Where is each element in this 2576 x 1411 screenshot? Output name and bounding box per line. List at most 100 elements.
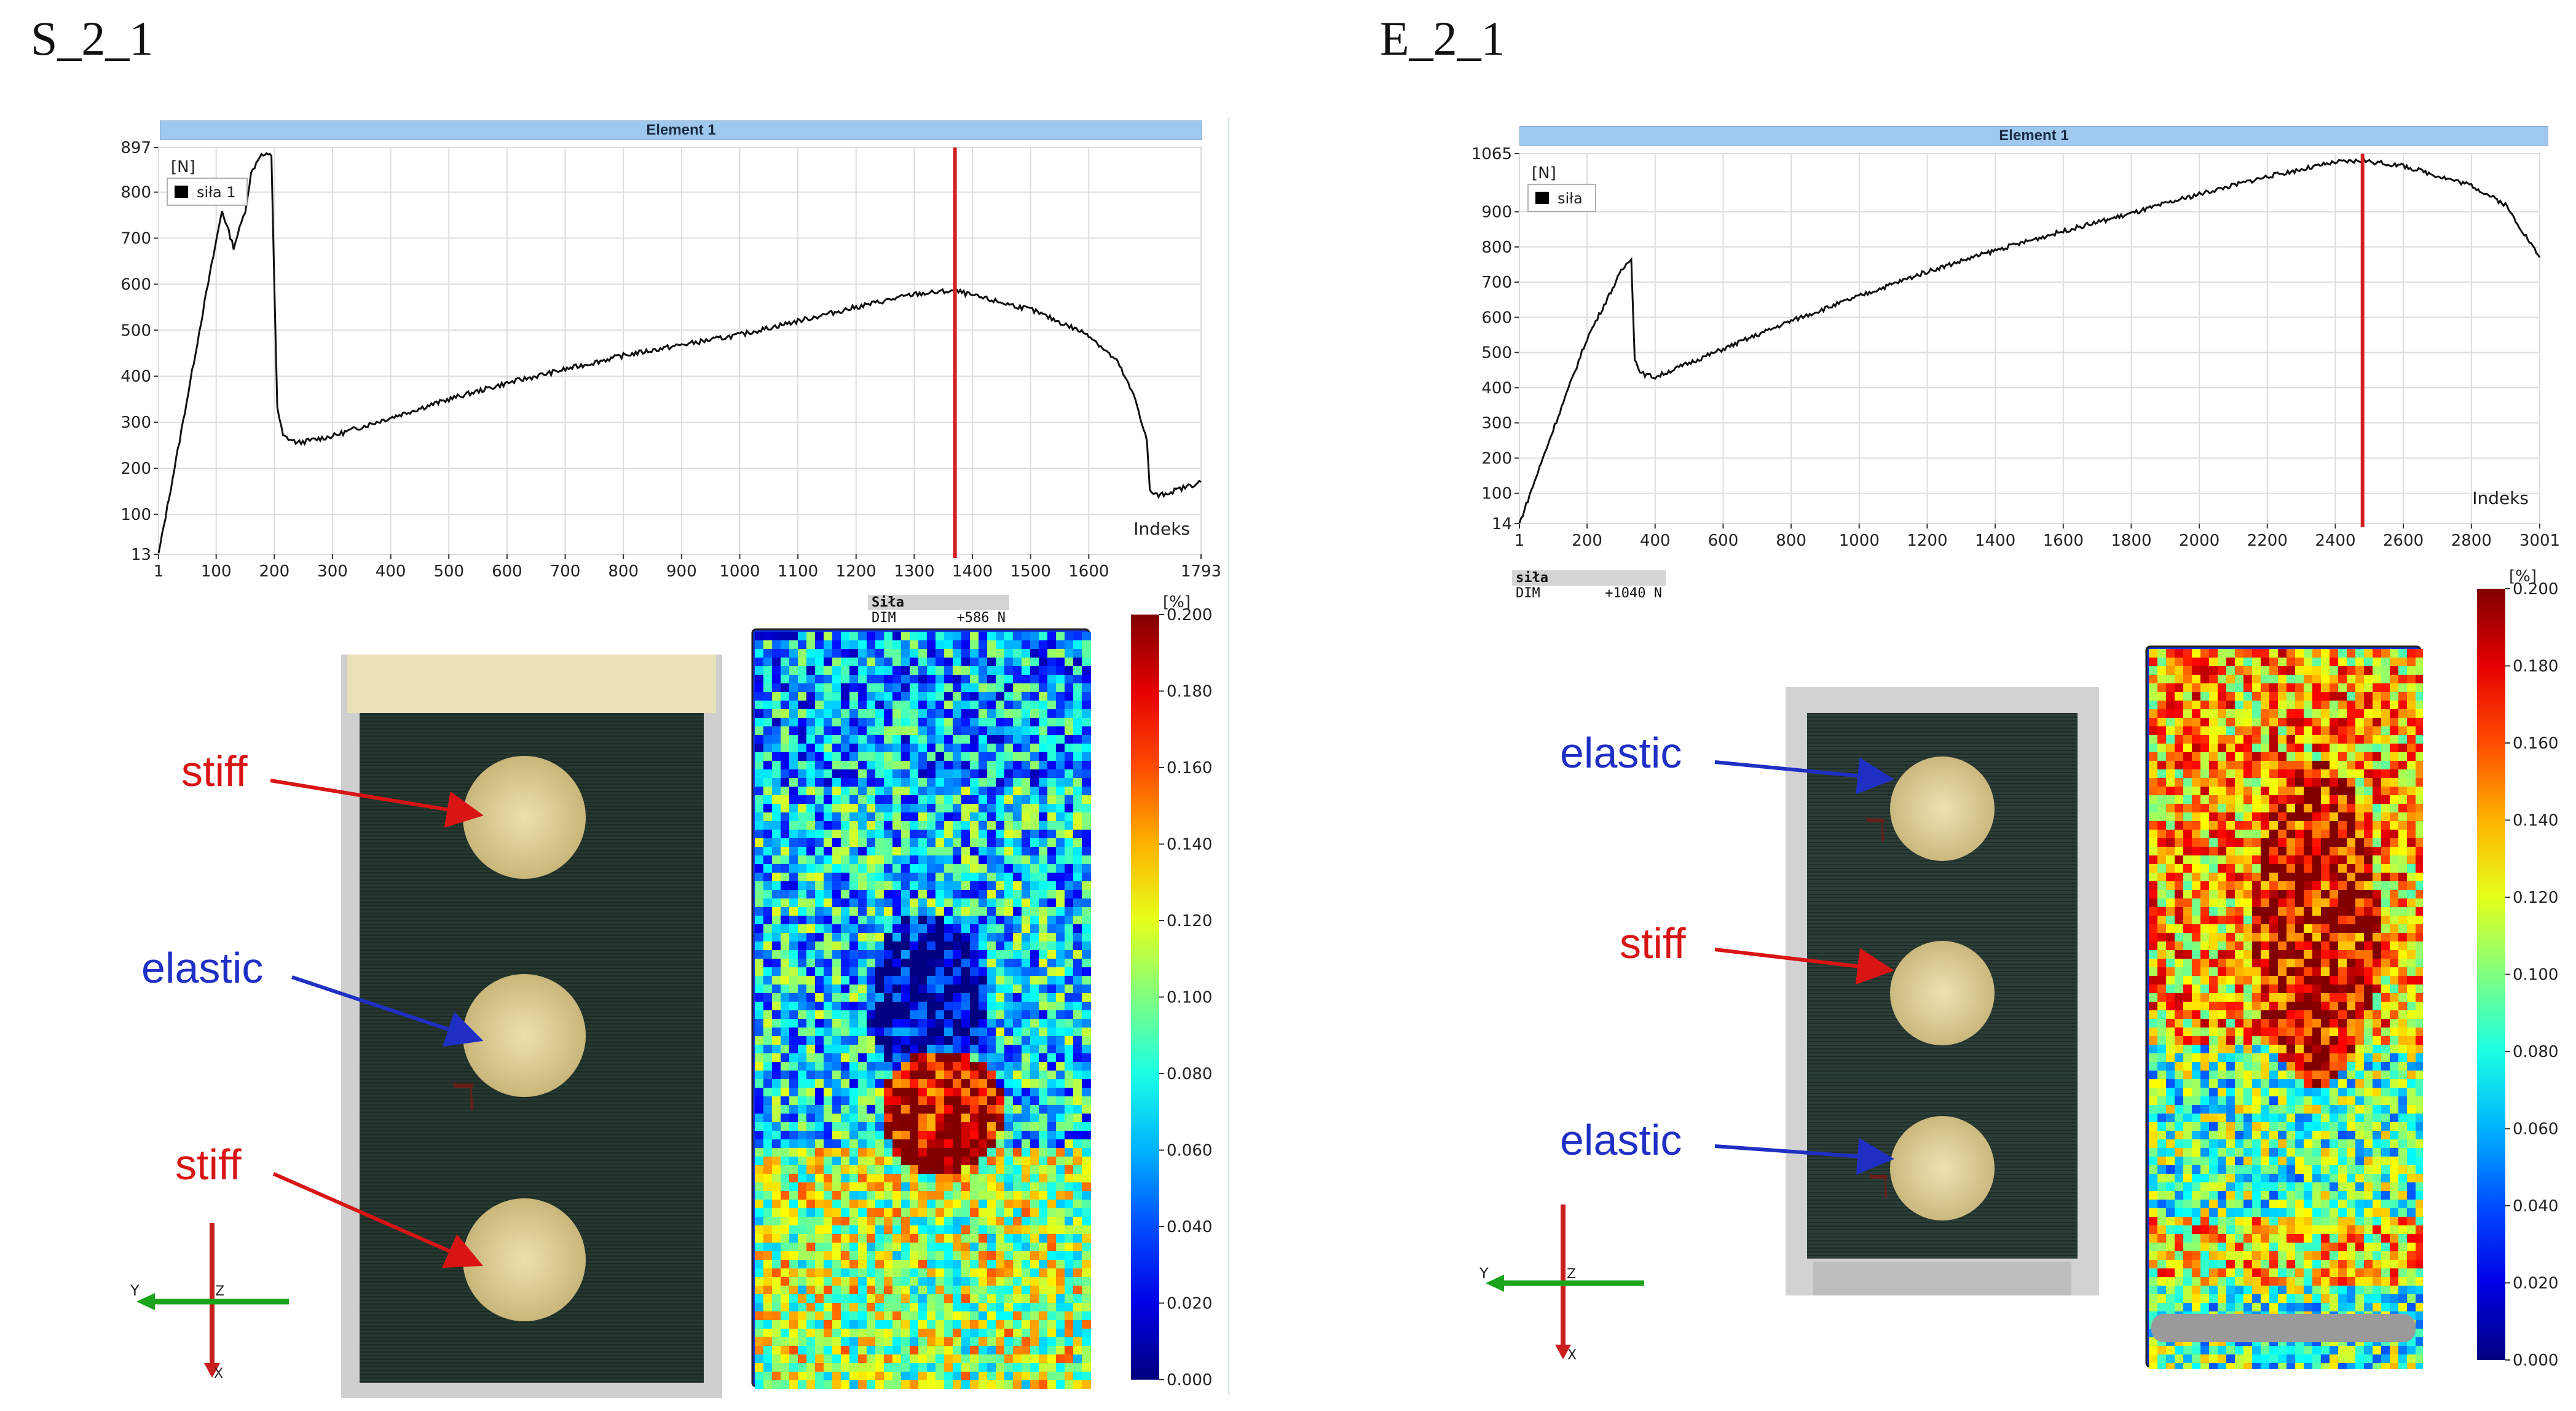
colorbar-tick-label: 0.140 <box>1167 836 1212 854</box>
specimen-photo-e21: ℸ ℸ <box>1786 687 2099 1295</box>
tick-label-y: 200 <box>1481 449 1512 468</box>
colorbar-gradient <box>1131 615 1159 1380</box>
strain-field <box>2149 649 2423 1369</box>
tick-label-x: 1600 <box>1068 562 1109 581</box>
readout-dim: DIM <box>872 610 896 626</box>
colorbar-tick-label: 0.060 <box>2513 1120 2558 1139</box>
colorbar-tick-label: 0.040 <box>2513 1197 2558 1216</box>
tick-label-y: 500 <box>1481 344 1512 363</box>
axis-label-y: Y <box>1479 1265 1489 1282</box>
tick-label-x: 600 <box>1708 532 1739 550</box>
tick-label-x: 400 <box>1640 532 1671 550</box>
tick-label-x: 1800 <box>2111 532 2151 550</box>
tick-label-x: 300 <box>317 562 348 581</box>
tick-label-y: 1065 <box>1471 145 1512 163</box>
tick-label-x: 100 <box>201 562 232 581</box>
tick-label-x: 800 <box>1776 532 1806 550</box>
specimen-photo-s21: ℸ <box>341 654 722 1398</box>
coordinate-axes-e21: Y Z X <box>1479 1205 1644 1363</box>
colorbar-unit: [%] <box>2509 567 2537 586</box>
axis-label-z: Z <box>215 1284 224 1299</box>
colorbar-tick-label: 0.160 <box>1167 759 1212 777</box>
legend-swatch <box>175 186 188 198</box>
tick-label-x: 3001 <box>2519 532 2560 550</box>
series-line <box>157 152 1202 554</box>
chart-header-e21: Element 1 <box>1519 126 2548 146</box>
annotation-elastic-middle: elastic <box>141 944 264 992</box>
tick-label-x: 600 <box>492 562 522 581</box>
annotation-elastic-top: elastic <box>1560 729 1682 777</box>
tick-label-x: 1 <box>154 562 164 581</box>
tick-label-x: 2600 <box>2383 532 2424 550</box>
annotation-stiff-middle: stiff <box>1620 919 1686 967</box>
tick-label-y: 700 <box>120 230 151 248</box>
tick-label-y: 14 <box>1492 515 1512 533</box>
readout-dim: DIM <box>1516 586 1540 601</box>
colorbar-tick-label: 0.020 <box>1167 1295 1212 1313</box>
tick-label-y: 600 <box>120 275 151 294</box>
colorbar-tick-label: 0.120 <box>2513 889 2558 907</box>
annotation-arrows-e21 <box>1714 757 1894 1175</box>
series-line <box>1518 158 2541 524</box>
x-axis-label: Indeks <box>1133 519 1190 539</box>
tick-label-x: 1400 <box>952 562 993 581</box>
tick-label-y: 600 <box>1481 309 1512 327</box>
colorbar-tick-label: 0.140 <box>2513 812 2558 830</box>
tick-label-x: 800 <box>608 562 639 581</box>
tick-label-x: 200 <box>259 562 290 581</box>
legend-label: siła 1 <box>197 184 236 201</box>
tick-label-x: 900 <box>666 562 697 581</box>
colorbar-tick-label: 0.080 <box>2513 1043 2558 1061</box>
tick-label-x: 1000 <box>719 562 760 581</box>
colorbar-e21: [%]0.200 0.180 0.160 0.140 0.120 0.100 0.080 0.… <box>2477 567 2558 1370</box>
panel-label-e21: E_2_1 <box>1380 12 1505 65</box>
panel-label-s21: S_2_1 <box>31 12 154 65</box>
y-unit-label: [N] <box>1532 164 1556 183</box>
tick-label-x: 1200 <box>1907 532 1947 550</box>
tick-label-y: 13 <box>131 546 151 564</box>
colorbar-tick-label: 0.180 <box>1167 683 1212 701</box>
tick-label-x: 1793 <box>1181 562 1221 581</box>
axis-label-x: X <box>214 1366 223 1382</box>
strain-map-s21 <box>751 628 1091 1389</box>
annotation-elastic-bottom: elastic <box>1560 1116 1682 1164</box>
tick-label-x: 700 <box>550 562 581 581</box>
tick-label-y: 300 <box>120 414 151 432</box>
force-readout-e21: siła DIM +1040 N <box>1512 570 1666 601</box>
panel-divider <box>1228 117 1229 1395</box>
colorbar-tick-label: 0.100 <box>1167 989 1212 1007</box>
svg-text:ℸ: ℸ <box>452 1075 476 1118</box>
tick-label-y: 900 <box>1481 203 1512 222</box>
colorbar-tick-label: 0.120 <box>1167 912 1212 930</box>
colorbar-s21: [%]0.200 0.180 0.160 0.140 0.120 0.100 0.080 0.… <box>1131 593 1212 1389</box>
tick-label-y: 700 <box>1481 273 1512 292</box>
tick-label-y: 200 <box>120 460 151 478</box>
colorbar-gradient <box>2477 589 2505 1360</box>
tick-label-x: 500 <box>433 562 464 581</box>
tick-label-x: 1300 <box>894 562 934 581</box>
colorbar-tick-label: 0.100 <box>2513 966 2558 985</box>
readout-value: +1040 N <box>1605 586 1662 601</box>
legend-swatch <box>1535 192 1549 204</box>
tick-label-x: 400 <box>376 562 406 581</box>
tick-label-x: 200 <box>1572 532 1602 550</box>
tick-label-y: 800 <box>1481 238 1512 257</box>
colorbar-tick-label: 0.200 <box>2513 580 2558 599</box>
force-readout-s21: Siła DIM +586 N <box>868 595 1009 626</box>
readout-name: Siła <box>868 595 1009 610</box>
colorbar-tick-label: 0.160 <box>2513 734 2558 753</box>
annotation-stiff-top: stiff <box>181 747 248 795</box>
readout-name: siła <box>1512 570 1666 586</box>
tick-label-y: 897 <box>120 139 151 157</box>
axis-label-z: Z <box>1567 1267 1576 1282</box>
tick-label-y: 100 <box>1481 485 1512 503</box>
annotation-stiff-bottom: stiff <box>175 1141 242 1189</box>
tick-label-y: 800 <box>120 184 151 202</box>
strain-field <box>755 632 1091 1389</box>
chart-header-s21: Element 1 <box>160 120 1202 140</box>
colorbar-tick-label: 0.200 <box>1167 606 1212 624</box>
force-chart-s21: 897 800 700 600 500 400 300 200 100 131 100 200 300 4… <box>120 139 1221 581</box>
tick-label-x: 2400 <box>2315 532 2355 550</box>
tick-label-y: 100 <box>120 506 151 524</box>
tick-label-y: 400 <box>120 367 151 386</box>
